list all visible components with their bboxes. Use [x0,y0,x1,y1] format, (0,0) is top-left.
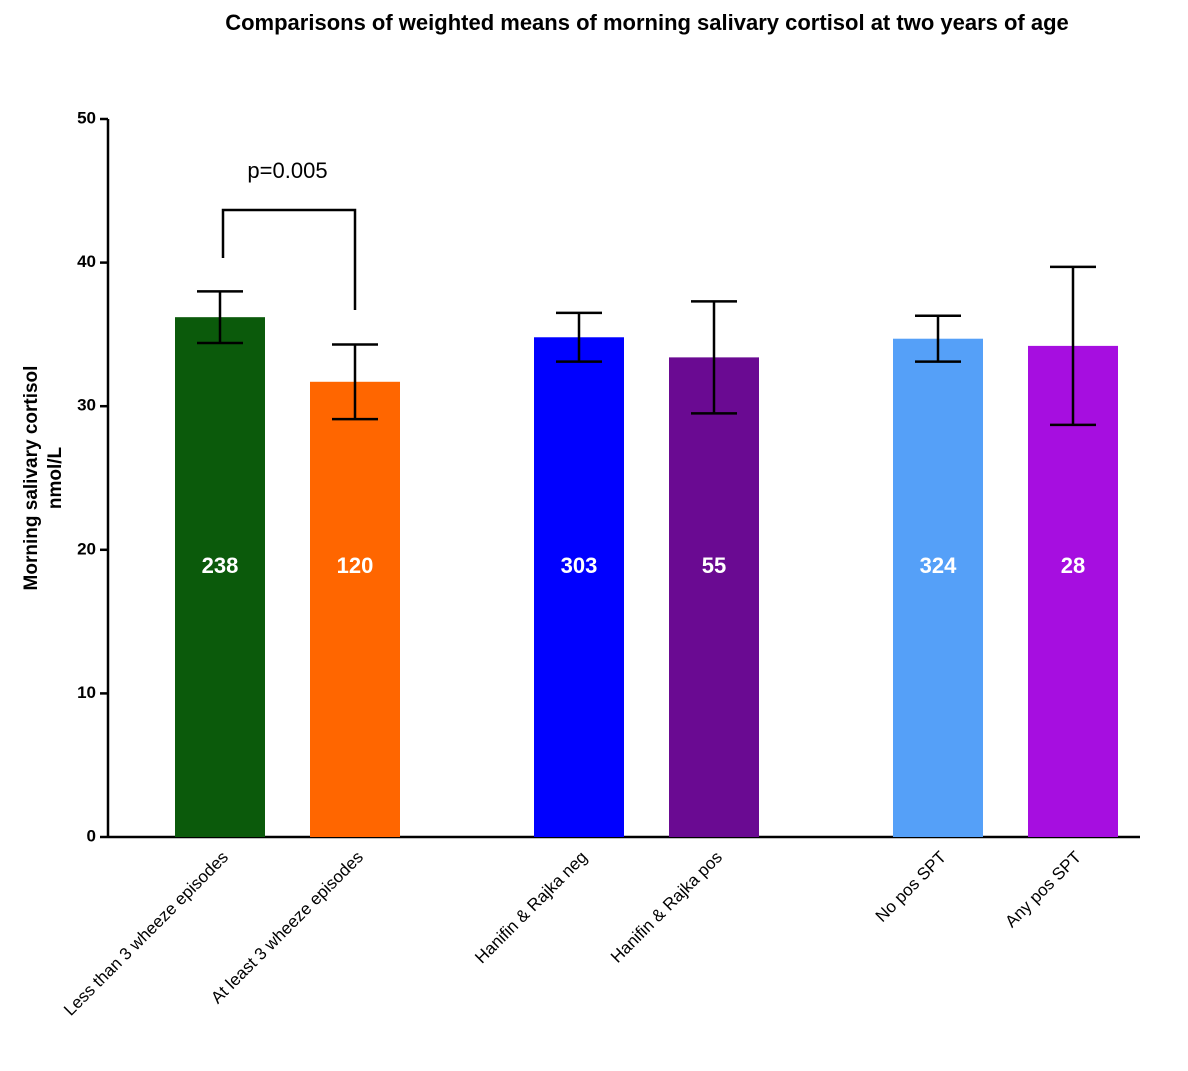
y-tick-label: 40 [77,252,96,271]
bar [534,337,624,837]
x-tick-label: No pos SPT [872,848,950,926]
y-tick-label: 0 [87,826,96,845]
bar-label: 238 [202,553,239,578]
y-tick-label: 10 [77,683,96,702]
x-tick-label: At least 3 wheeze episodes [207,848,367,1008]
y-tick-label: 50 [77,108,96,127]
error-bar [197,290,243,345]
bar-label: 28 [1061,553,1085,578]
bar-label: 324 [920,553,957,578]
bar [893,338,983,837]
error-bar [915,314,961,363]
error-bar [691,300,737,415]
x-tick-label: Hanifin & Rajka pos [607,848,726,967]
bar-label: 120 [337,553,374,578]
y-axis-label: nmol/L [45,446,66,509]
error-bar [1050,265,1096,427]
x-tick-label: Hanifin & Rajka neg [471,848,591,968]
significance-bracket [221,208,357,310]
bar [310,381,400,837]
bar-label: 55 [702,553,726,578]
bar-label: 303 [561,553,598,578]
error-bar [332,343,378,421]
bar [175,317,265,838]
bar [669,357,759,837]
chart-title: Comparisons of weighted means of morning… [225,10,1069,35]
y-axis-label: Morning salivary cortisol [21,366,42,591]
x-tick-label: Any pos SPT [1001,848,1085,932]
y-tick-label: 30 [77,396,96,415]
annotation: p=0.005 [247,158,327,183]
error-bar [556,311,602,363]
y-tick-label: 20 [77,539,96,558]
bar [1028,345,1118,837]
